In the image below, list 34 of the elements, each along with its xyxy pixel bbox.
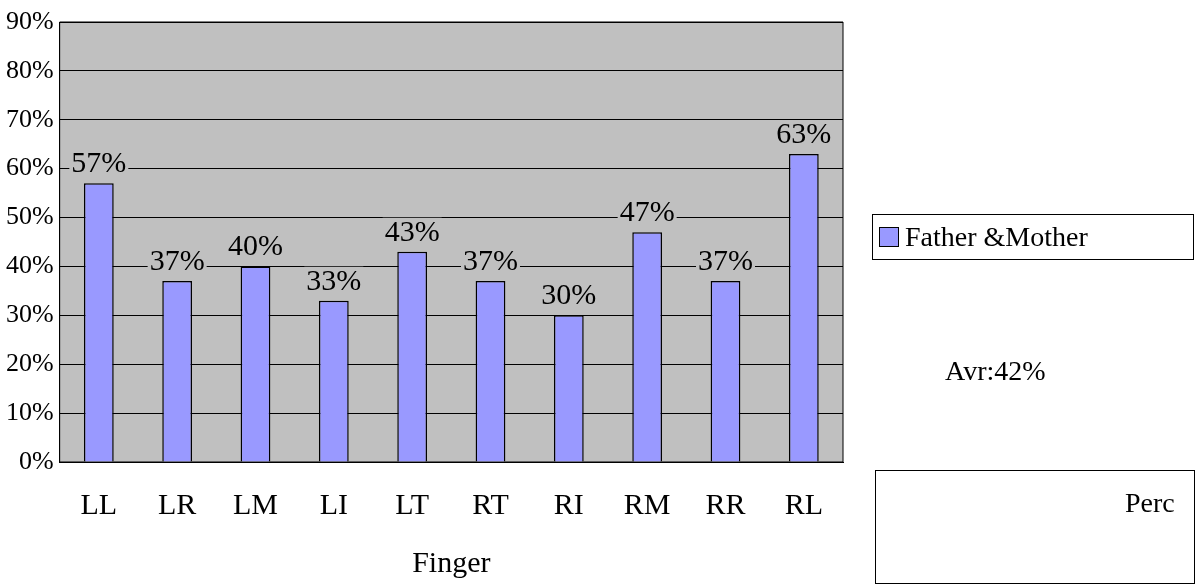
data-label: 37% xyxy=(149,242,205,276)
text: Avr:42% xyxy=(945,355,1046,387)
data-label: 33% xyxy=(306,262,362,296)
x-axis-title: Finger xyxy=(412,544,491,578)
y-tick-label: 0% xyxy=(18,445,54,475)
x-tick-label: LT xyxy=(395,486,430,520)
x-tick-label: RM xyxy=(623,486,671,520)
data-label: 37% xyxy=(698,242,753,276)
y-tick-label: 10% xyxy=(5,396,54,426)
text: Perc xyxy=(1125,487,1175,519)
y-tick-label: 40% xyxy=(5,250,54,280)
y-tick-label: 20% xyxy=(5,348,54,378)
x-tick-label: RT xyxy=(472,486,509,520)
data-label: 57% xyxy=(71,145,127,179)
data-label: 43% xyxy=(384,213,440,247)
x-tick-label: LR xyxy=(157,486,197,520)
x-tick-label: LL xyxy=(80,486,118,520)
data-label: 47% xyxy=(619,194,675,228)
legend-label: Father &Mother xyxy=(905,221,1088,253)
x-tick-label: LM xyxy=(232,486,278,520)
x-tick-label: LI xyxy=(319,486,348,520)
y-tick-label: 70% xyxy=(5,103,54,133)
y-tick-label: 50% xyxy=(5,201,54,231)
data-label: 63% xyxy=(776,115,832,149)
x-tick-label: RL xyxy=(784,486,823,520)
y-tick-label: 30% xyxy=(5,299,54,329)
data-label: 30% xyxy=(541,277,597,311)
y-tick-label: 90% xyxy=(5,5,54,35)
data-label: 40% xyxy=(227,228,283,262)
y-tick-label: 60% xyxy=(5,152,54,182)
x-tick-label: RI xyxy=(553,486,584,520)
x-tick-label: RR xyxy=(705,486,746,520)
y-tick-label: 80% xyxy=(5,54,54,84)
data-label: 37% xyxy=(463,242,518,276)
